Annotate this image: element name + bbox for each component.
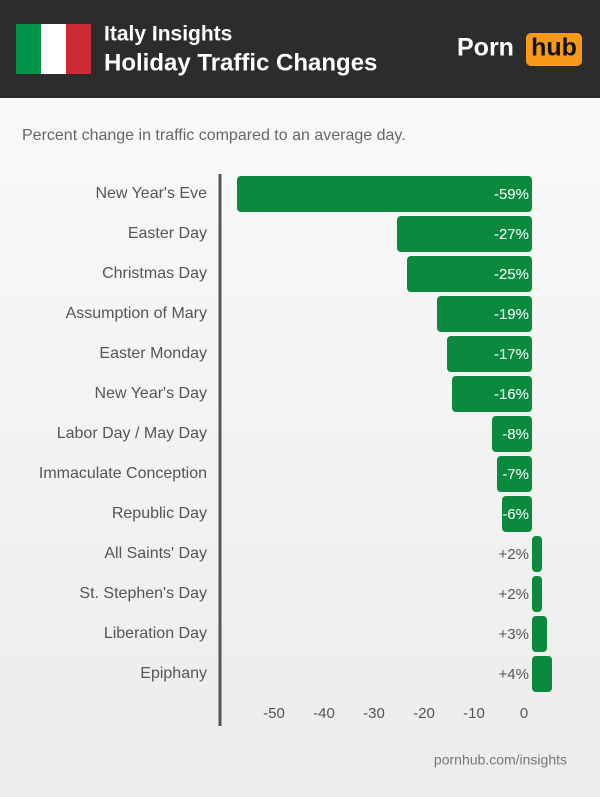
header-subtitle: Holiday Traffic Changes <box>104 49 377 76</box>
y-tick-label: Easter Monday <box>99 345 207 362</box>
value-label: -16% <box>494 386 529 403</box>
y-tick-label: Immaculate Conception <box>39 465 207 482</box>
y-tick-label: Christmas Day <box>102 265 207 282</box>
bar <box>532 616 547 652</box>
x-tick-label: 0 <box>520 705 528 722</box>
bar <box>492 416 532 452</box>
value-label: -59% <box>494 186 529 203</box>
y-tick-label: Assumption of Mary <box>66 305 207 322</box>
logo-text: Porn <box>457 34 514 62</box>
bar <box>497 456 532 492</box>
header-bar <box>0 0 600 98</box>
value-label: -17% <box>494 346 529 363</box>
bar <box>532 656 552 692</box>
x-tick-label: -10 <box>463 705 485 722</box>
footer: pornhub.com/insights <box>434 752 567 768</box>
value-label: -8% <box>502 426 529 443</box>
logo-box <box>526 33 582 66</box>
y-tick-label: Labor Day / May Day <box>57 425 207 442</box>
value-label: -27% <box>494 226 529 243</box>
value-label: -25% <box>494 266 529 283</box>
y-tick-label: Easter Day <box>128 225 207 242</box>
y-tick-label: All Saints' Day <box>104 545 207 562</box>
logo-text: hub <box>531 34 577 62</box>
chart-subtitle: Percent change in traffic compared to an… <box>22 127 406 144</box>
x-tick-label: -20 <box>413 705 435 722</box>
value-label: -6% <box>502 506 529 523</box>
bar <box>397 216 532 252</box>
y-tick-label: Republic Day <box>112 505 207 522</box>
flag <box>16 24 91 74</box>
x-tick-label: -30 <box>363 705 385 722</box>
y-tick-label: New Year's Day <box>95 385 207 402</box>
value-label: -7% <box>502 466 529 483</box>
y-tick-label: St. Stephen's Day <box>79 585 207 602</box>
bar <box>437 296 532 332</box>
bar <box>502 496 532 532</box>
bar <box>407 256 532 292</box>
value-label: +2% <box>499 586 529 603</box>
bar <box>532 576 542 612</box>
y-tick-label: Epiphany <box>140 665 207 682</box>
bar <box>447 336 532 372</box>
x-tick-label: -40 <box>313 705 335 722</box>
bar <box>452 376 532 412</box>
bar <box>532 536 542 572</box>
y-tick-label: Liberation Day <box>104 625 207 642</box>
value-label: +2% <box>499 546 529 563</box>
value-label: +3% <box>499 626 529 643</box>
bar <box>237 176 532 212</box>
x-tick-label: -50 <box>263 705 285 722</box>
y-tick-label: New Year's Eve <box>95 185 207 202</box>
header-title: Italy Insights <box>104 23 232 46</box>
value-label: +4% <box>499 666 529 683</box>
value-label: -19% <box>494 306 529 323</box>
